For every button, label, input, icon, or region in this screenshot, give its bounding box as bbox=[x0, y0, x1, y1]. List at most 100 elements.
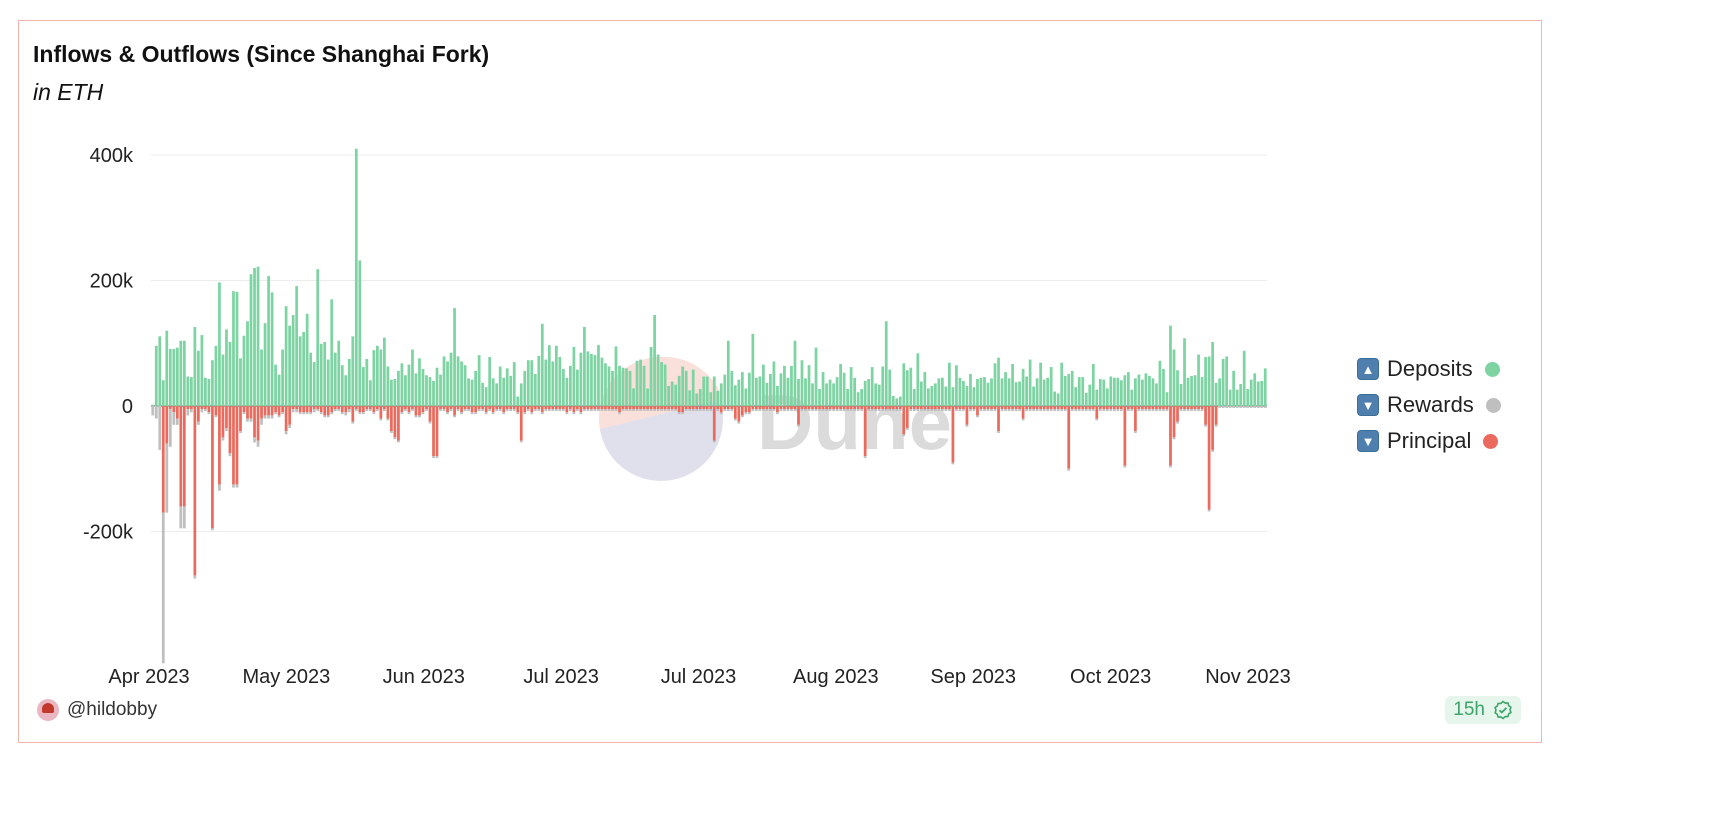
deposit-bar bbox=[172, 348, 176, 406]
deposit-bar bbox=[1235, 389, 1239, 406]
principal-bar bbox=[884, 406, 888, 410]
deposit-bar bbox=[288, 325, 291, 406]
deposit-bar bbox=[832, 383, 835, 406]
deposit-bar bbox=[740, 372, 744, 406]
deposit-bar bbox=[425, 375, 428, 406]
principal-bar bbox=[168, 406, 172, 410]
reward-bar bbox=[1165, 409, 1169, 412]
reward-bar bbox=[425, 409, 428, 412]
principal-bar bbox=[502, 406, 506, 413]
legend-item-principal[interactable]: ▼ Principal bbox=[1357, 423, 1501, 459]
legend-item-deposits[interactable]: ▲ Deposits bbox=[1357, 351, 1501, 387]
reward-bar bbox=[625, 409, 628, 412]
principal-bar bbox=[628, 406, 632, 410]
principal-bar bbox=[639, 406, 642, 410]
principal-bar bbox=[484, 406, 488, 413]
reward-bar bbox=[1035, 409, 1039, 412]
reward-bar bbox=[1102, 409, 1106, 412]
reward-bar bbox=[972, 409, 976, 412]
reward-bar bbox=[172, 412, 176, 425]
reward-bar bbox=[842, 409, 846, 412]
deposit-bar bbox=[853, 377, 857, 406]
deposit-bar bbox=[267, 276, 270, 406]
principal-bar bbox=[460, 406, 463, 413]
reward-bar bbox=[793, 409, 797, 412]
x-tick-label: Oct 2023 bbox=[1070, 666, 1151, 688]
deposit-bar bbox=[151, 404, 155, 406]
reward-bar bbox=[463, 409, 467, 412]
reward-bar bbox=[572, 412, 576, 415]
reward-bar bbox=[404, 409, 407, 412]
deposit-bar bbox=[1256, 381, 1260, 406]
deposit-bar bbox=[818, 389, 821, 406]
reward-bar bbox=[944, 409, 948, 412]
reward-bar bbox=[256, 440, 260, 447]
deposit-bar bbox=[1172, 349, 1176, 406]
reward-bar bbox=[291, 409, 295, 413]
deposit-bar bbox=[642, 365, 646, 406]
principal-bar bbox=[558, 406, 562, 410]
principal-bar bbox=[625, 406, 628, 410]
reward-bar bbox=[926, 409, 930, 412]
reward-bar bbox=[958, 409, 962, 412]
deposit-bar bbox=[463, 365, 467, 406]
reward-bar bbox=[1207, 509, 1211, 512]
principal-bar bbox=[955, 406, 958, 410]
reward-bar bbox=[597, 409, 600, 412]
principal-bar bbox=[965, 406, 969, 425]
principal-bar bbox=[189, 406, 193, 410]
up-arrow-icon: ▲ bbox=[1357, 358, 1379, 380]
reward-bar bbox=[1141, 409, 1144, 412]
deposit-bar bbox=[1046, 377, 1050, 406]
refresh-badge[interactable]: 15h bbox=[1445, 696, 1521, 724]
reward-bar bbox=[186, 409, 190, 416]
deposit-bar bbox=[969, 373, 972, 406]
principal-bar bbox=[1155, 406, 1158, 410]
deposit-bar bbox=[1067, 373, 1071, 406]
principal-bar bbox=[186, 406, 190, 410]
reward-bar bbox=[337, 409, 341, 412]
reward-bar bbox=[1112, 409, 1116, 412]
principal-bar bbox=[1190, 406, 1193, 410]
reward-bar bbox=[579, 412, 583, 415]
deposit-bar bbox=[723, 374, 727, 406]
reward-bar bbox=[1158, 409, 1162, 412]
reward-bar bbox=[1218, 406, 1221, 408]
deposit-bar bbox=[182, 340, 186, 406]
reward-bar bbox=[695, 409, 699, 412]
author-link[interactable]: @hildobby bbox=[37, 699, 157, 721]
reward-bar bbox=[379, 418, 383, 421]
principal-bar bbox=[509, 406, 513, 410]
reward-bar bbox=[239, 431, 242, 433]
reward-bar bbox=[228, 453, 232, 457]
reward-bar bbox=[312, 409, 316, 413]
principal-bar bbox=[288, 406, 291, 425]
reward-bar bbox=[1056, 409, 1060, 412]
deposit-bar bbox=[565, 377, 569, 406]
principal-bar bbox=[456, 406, 460, 410]
reward-bar bbox=[1032, 409, 1035, 412]
principal-bar bbox=[523, 406, 527, 413]
reward-bar bbox=[242, 412, 246, 415]
deposit-bar bbox=[323, 341, 327, 406]
principal-bar bbox=[800, 406, 804, 410]
reward-bar bbox=[540, 412, 544, 415]
principal-bar bbox=[972, 406, 976, 410]
reward-bar bbox=[811, 409, 814, 412]
legend-dot bbox=[1484, 361, 1500, 377]
principal-bar bbox=[179, 406, 183, 507]
principal-bar bbox=[197, 406, 200, 422]
principal-bar bbox=[326, 406, 330, 416]
reward-bar bbox=[667, 409, 671, 412]
reward-bar bbox=[481, 409, 485, 412]
deposit-bar bbox=[1088, 384, 1092, 406]
deposit-bar bbox=[909, 367, 913, 406]
deposit-bar bbox=[583, 326, 586, 406]
principal-bar bbox=[519, 406, 523, 441]
principal-bar bbox=[358, 406, 362, 413]
principal-bar bbox=[944, 406, 948, 410]
legend-item-rewards[interactable]: ▼ Rewards bbox=[1357, 387, 1501, 423]
deposit-bar bbox=[614, 346, 618, 406]
legend-label: Principal bbox=[1387, 428, 1472, 453]
principal-bar bbox=[1007, 406, 1011, 410]
